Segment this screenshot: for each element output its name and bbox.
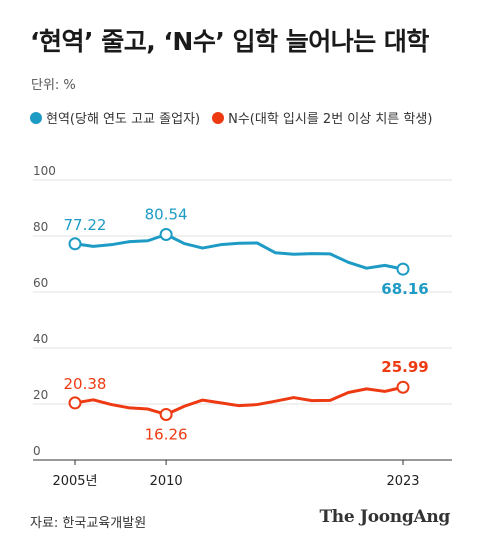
data-label-1-2010: 80.54	[145, 205, 188, 223]
legend-label-series-1: 현역(당해 연도 고교 졸업자)	[46, 112, 201, 127]
y-tick-label-40: 40	[33, 332, 48, 346]
y-tick-label-80: 80	[33, 220, 48, 234]
data-label-1-2005: 77.22	[64, 216, 107, 234]
legend: 현역(당해 연도 고교 졸업자) N수(대학 입시를 2번 이상 치른 학생)	[30, 108, 432, 127]
unit-label: 단위: %	[31, 78, 76, 93]
x-tick-label-2023: 2023	[386, 474, 419, 489]
series-line-2	[73, 385, 405, 416]
y-tick-label-60: 60	[33, 276, 48, 290]
series-line-1	[73, 232, 405, 271]
data-point-marker-2-2010	[159, 407, 173, 421]
legend-item-series-2: N수(대학 입시를 2번 이상 치른 학생)	[212, 108, 432, 127]
legend-item-series-1: 현역(당해 연도 고교 졸업자)	[30, 108, 200, 127]
y-tick-label-20: 20	[33, 388, 48, 402]
data-point-marker-1-2023	[396, 262, 410, 276]
data-label-2-2005: 20.38	[64, 375, 107, 393]
data-label-1-2023: 68.16	[381, 280, 428, 298]
data-point-marker-1-2005	[68, 237, 82, 251]
source-label: 자료: 한국교육개발원	[30, 516, 147, 531]
data-label-2-2010: 16.26	[145, 425, 188, 443]
data-point-marker-2-2005	[68, 396, 82, 410]
y-tick-label-0: 0	[33, 444, 41, 458]
x-tick-label-2005: 2005년	[52, 474, 97, 489]
x-tick-label-2010: 2010	[150, 474, 183, 489]
legend-label-series-2: N수(대학 입시를 2번 이상 치른 학생)	[228, 112, 433, 127]
legend-dot-red	[212, 111, 225, 124]
chart-title: ‘현역’ 줄고, ‘N수’ 입학 늘어나는 대학	[30, 27, 429, 56]
y-tick-label-100: 100	[33, 164, 56, 178]
brand-logo: The JoongAng	[319, 507, 450, 527]
data-point-marker-1-2010	[159, 227, 173, 241]
data-label-2-2023: 25.99	[381, 358, 428, 376]
legend-dot-blue	[30, 111, 42, 124]
data-point-marker-2-2023	[396, 380, 410, 394]
